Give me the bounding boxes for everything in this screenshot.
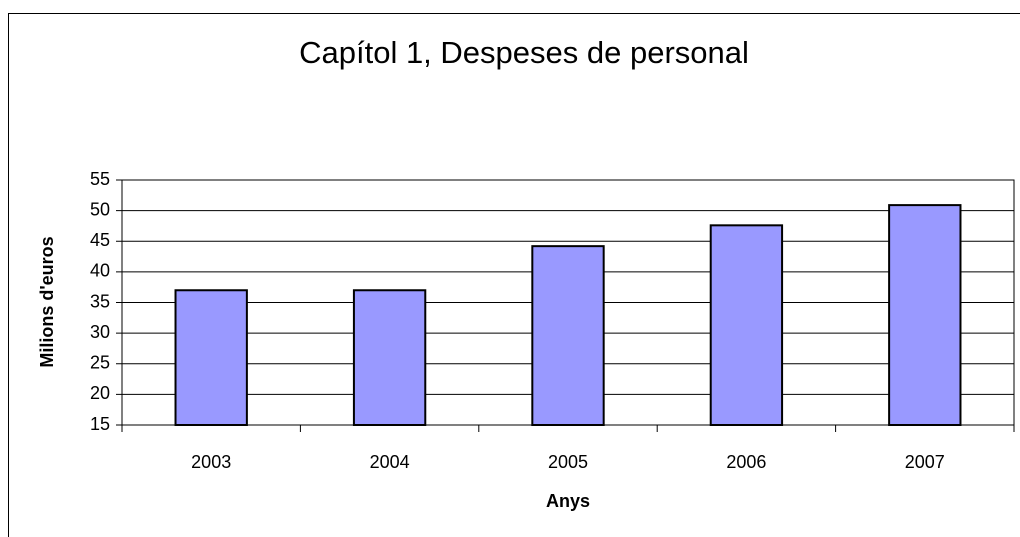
x-tick-label: 2005	[548, 452, 588, 472]
y-tick-label: 55	[90, 169, 110, 189]
bar	[709, 224, 784, 426]
x-tick-label: 2006	[726, 452, 766, 472]
bar	[352, 289, 427, 426]
y-tick-label: 35	[90, 291, 110, 311]
y-tick-label: 20	[90, 383, 110, 403]
x-tick-label: 2007	[905, 452, 945, 472]
y-tick-label: 30	[90, 322, 110, 342]
y-tick-label: 15	[90, 414, 110, 434]
chart-title: Capítol 1, Despeses de personal	[299, 35, 749, 70]
bar	[174, 289, 248, 426]
x-tick-label: 2003	[191, 452, 231, 472]
bar	[531, 245, 605, 426]
x-tick-label: 2004	[370, 452, 410, 472]
y-tick-label: 45	[90, 230, 110, 250]
bar	[888, 204, 962, 426]
x-axis-label: Anys	[546, 491, 590, 511]
y-axis-label: Milions d'euros	[37, 236, 57, 367]
y-tick-label: 25	[90, 353, 110, 373]
y-tick-label: 50	[90, 199, 110, 219]
y-tick-label: 40	[90, 261, 110, 281]
